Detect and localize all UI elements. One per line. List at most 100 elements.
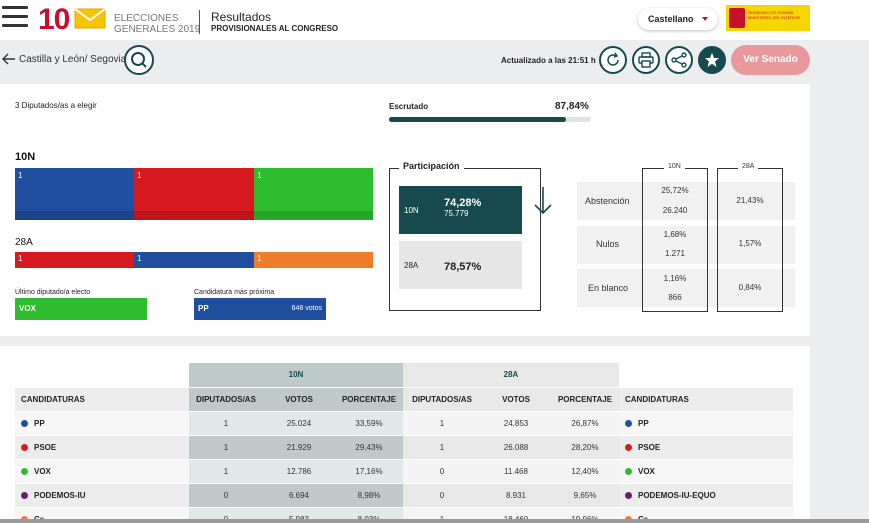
cell: 1 xyxy=(189,411,263,436)
search-icon xyxy=(131,52,147,68)
star-icon xyxy=(705,53,719,67)
party-cell: PSOE xyxy=(15,435,189,460)
cell: 26.088 xyxy=(481,435,551,460)
taskbar-strip xyxy=(0,519,869,523)
seat-28a-pp: 1 xyxy=(134,252,254,268)
cell: 33,59% xyxy=(335,411,403,436)
cell: 24.853 xyxy=(481,411,551,436)
cell: 25.024 xyxy=(263,411,335,436)
party-name: PSOE xyxy=(638,442,661,452)
header-votos-28a: VOTOS xyxy=(481,387,551,412)
seat-count: 1 xyxy=(18,171,23,180)
cell: 12,40% xyxy=(551,459,619,484)
stat-10n-num: 1.271 xyxy=(664,249,686,258)
party-dot xyxy=(625,491,632,499)
header-porcentaje-10n: PORCENTAJE xyxy=(335,387,403,412)
language-select[interactable]: Castellano xyxy=(638,8,718,30)
header-diputados-28a: DIPUTADOS/AS xyxy=(403,387,481,412)
seat-shade xyxy=(134,211,254,220)
breadcrumb[interactable]: Castilla y León/ Segovia xyxy=(19,54,127,65)
shield-icon xyxy=(729,8,745,28)
share-button[interactable] xyxy=(665,46,693,74)
seat-28a-cs: 1 xyxy=(254,252,373,268)
cell: 8,98% xyxy=(335,483,403,508)
stats-row-blanco xyxy=(577,269,795,307)
government-logo-text: GOBIERNO DE ESPAÑA MINISTERIO DEL INTERI… xyxy=(748,10,801,20)
party-dot xyxy=(625,467,632,475)
results-table: 10N 28A CANDIDATURAS DIPUTADOS/AS VOTOS … xyxy=(15,363,793,523)
seat-count: 1 xyxy=(137,171,142,180)
ver-senado-button[interactable]: Ver Senado xyxy=(731,45,810,75)
party-dot xyxy=(625,443,632,451)
cell: 11.468 xyxy=(481,459,551,484)
cell: 17,16% xyxy=(335,459,403,484)
stat-10n-pct: 1,68% xyxy=(663,230,687,239)
next-candidate-votes: 648 votos xyxy=(291,305,322,312)
cell: 1 xyxy=(189,435,263,460)
seat-10n-vox: 1 xyxy=(254,168,373,220)
cell: 1 xyxy=(189,459,263,484)
party-cell: VOX xyxy=(619,459,793,484)
logo-number: 10 xyxy=(38,3,70,36)
envelope-icon xyxy=(74,8,106,29)
next-candidate-badge: PP 648 votos xyxy=(194,298,326,320)
escrutado-label: Escrutado xyxy=(389,102,429,111)
header-votos-10n: VOTOS xyxy=(263,387,335,412)
header-porcentaje-28a: PORCENTAJE xyxy=(551,387,619,412)
escrutado-progress-fill xyxy=(389,117,567,122)
party-name: PODEMOS-IU xyxy=(34,490,86,500)
print-button[interactable] xyxy=(632,46,660,74)
stats-row-nulos xyxy=(577,226,795,264)
party-name: PP xyxy=(34,418,45,428)
table-spacer xyxy=(619,363,793,388)
cell: 0 xyxy=(403,459,481,484)
cell: 0 xyxy=(189,483,263,508)
cell: 12.786 xyxy=(263,459,335,484)
participacion-10n-pct: 74,28% xyxy=(444,197,482,209)
menu-icon[interactable] xyxy=(2,6,28,28)
party-name: PP xyxy=(638,418,649,428)
subtitle: PROVISIONALES AL CONGRESO xyxy=(211,24,339,33)
participacion-title: Participación xyxy=(399,161,464,171)
cell: 0 xyxy=(403,483,481,508)
search-button[interactable] xyxy=(124,45,154,75)
party-name: PODEMOS-IU-EQUO xyxy=(638,490,716,500)
title: Resultados xyxy=(211,10,272,24)
seat-shade xyxy=(254,211,373,220)
table-spacer xyxy=(15,363,189,388)
cell: 21.929 xyxy=(263,435,335,460)
party-dot xyxy=(21,419,28,427)
refresh-button[interactable] xyxy=(599,46,627,74)
header: 10 ELECCIONES GENERALES 2019 Resultados … xyxy=(0,0,869,40)
party-cell: PSOE xyxy=(619,435,793,460)
party-cell: VOX xyxy=(15,459,189,484)
participacion-10n: 10N 74,28% 75.779 xyxy=(399,186,522,234)
party-dot xyxy=(21,467,28,475)
party-dot xyxy=(21,443,28,451)
group-header-10n: 10N xyxy=(189,363,403,388)
update-time: Actualizado a las 21:51 h xyxy=(501,56,596,65)
cell: 9,65% xyxy=(551,483,619,508)
participacion-box xyxy=(389,168,541,311)
stat-10n-num: 866 xyxy=(668,293,682,302)
diputados-count: 3 Diputados/as a elegir xyxy=(15,101,97,110)
party-dot xyxy=(21,491,28,499)
cell: 6.694 xyxy=(263,483,335,508)
seat-10n-psoe: 1 xyxy=(134,168,254,220)
seat-count: 1 xyxy=(18,254,23,263)
stat-label: Nulos xyxy=(596,239,620,249)
header-diputados-10n: DIPUTADOS/AS xyxy=(189,387,263,412)
table-row: PSOE 1 21.929 29,43% 1 26.088 28,20% PSO… xyxy=(15,435,793,460)
party-dot xyxy=(625,419,632,427)
party-cell: PP xyxy=(15,411,189,436)
stat-28a-pct: 0,84% xyxy=(738,283,762,292)
favorite-button[interactable] xyxy=(698,46,726,74)
refresh-icon xyxy=(607,52,619,66)
seats-10n-label: 10N xyxy=(15,151,36,163)
party-cell: PODEMOS-IU xyxy=(15,483,189,508)
party-name: PSOE xyxy=(34,442,57,452)
cell: 28,20% xyxy=(551,435,619,460)
group-header-28a: 28A xyxy=(403,363,619,388)
back-arrow-icon[interactable] xyxy=(2,52,16,66)
logo-text: ELECCIONES GENERALES 2019 xyxy=(114,13,200,35)
